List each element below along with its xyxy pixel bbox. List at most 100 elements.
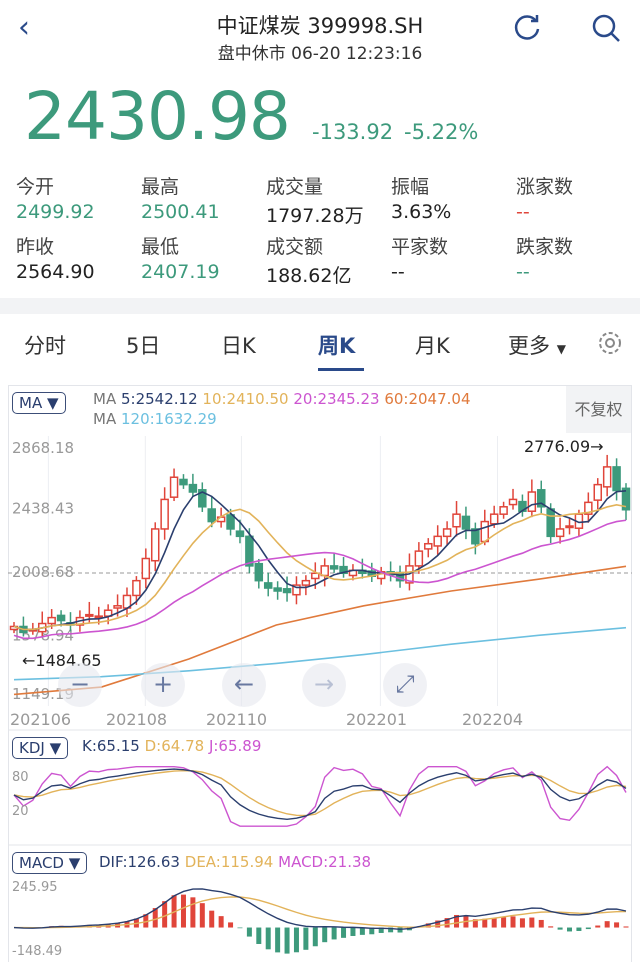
candle-body: [480, 520, 490, 543]
tab-4[interactable]: 月K: [415, 330, 450, 360]
macd-bar: [180, 894, 186, 928]
candle-body: [235, 530, 245, 538]
macd-bar: [595, 925, 601, 928]
x-tick: 202201: [346, 710, 407, 729]
macd-dif-line: [13, 888, 627, 931]
stat-label: 平家数: [391, 236, 449, 258]
candle-body: [461, 515, 471, 530]
ma-selector[interactable]: MA ▼: [12, 392, 66, 414]
fullscreen-button[interactable]: ⤢: [383, 663, 427, 707]
kdj-selector[interactable]: KDJ ▼: [12, 737, 69, 759]
tab-5[interactable]: 更多 ▼: [508, 330, 566, 360]
macd-bar: [331, 927, 337, 940]
stat-label: 跌家数: [516, 236, 574, 258]
y-tick: 2868.18: [12, 439, 74, 457]
tab-label: 月K: [415, 334, 450, 358]
macd-bar: [444, 918, 450, 928]
x-tick: 202108: [106, 710, 167, 729]
market-status: 盘中休市 06-20 12:23:16: [217, 44, 423, 64]
divider: [0, 298, 640, 314]
search-icon[interactable]: [590, 12, 622, 48]
kdj-j: J:65.89: [208, 737, 262, 755]
candle-body: [301, 579, 311, 586]
ma5-value: 5:2542.12: [120, 390, 198, 408]
macd-bar: [604, 921, 610, 928]
macd-bar: [567, 927, 573, 932]
candle-body: [254, 562, 264, 582]
tab-3[interactable]: 周K: [318, 330, 355, 360]
kdj-tick: 20: [12, 804, 29, 819]
macd-bar: [425, 923, 431, 928]
candle-body: [621, 487, 631, 511]
chart-panel: [8, 385, 632, 962]
tab-label: 周K: [318, 334, 356, 358]
macd-bar: [359, 927, 365, 935]
macd-selector-label: MACD: [19, 854, 64, 872]
tab-1[interactable]: 5日: [126, 330, 160, 360]
macd-selector[interactable]: MACD ▼: [12, 852, 88, 874]
pan-left-button[interactable]: ←: [222, 663, 266, 707]
candle-body: [179, 478, 188, 486]
ma-prefix: MA: [93, 390, 117, 408]
page-title: 中证煤炭 399998.SH: [216, 14, 424, 38]
y-tick: 2008.68: [12, 563, 74, 581]
ma-selector-label: MA: [19, 394, 43, 412]
candle-body: [471, 528, 480, 545]
refresh-icon[interactable]: [512, 12, 542, 46]
ma120-line: [13, 626, 627, 681]
stat-value: --: [516, 201, 530, 223]
candle-body: [263, 582, 273, 589]
macd-value: MACD:21.38: [278, 853, 372, 871]
candle-body: [339, 565, 348, 575]
ma5-line: [13, 490, 627, 631]
stat-value: --: [516, 261, 530, 283]
macd-bar: [585, 927, 591, 930]
tab-2[interactable]: 日K: [221, 330, 256, 360]
candle-body: [537, 489, 546, 508]
settings-gear-icon[interactable]: [597, 330, 623, 360]
macd-bar: [293, 927, 299, 953]
current-price: 2430.98: [24, 78, 291, 155]
pan-right-button[interactable]: →: [302, 663, 346, 707]
candle-body: [47, 616, 56, 625]
candle-body: [94, 615, 103, 619]
candle-body: [198, 489, 207, 508]
candle-body: [56, 614, 66, 622]
back-button[interactable]: ‹: [18, 10, 30, 45]
candle-body: [141, 557, 151, 580]
zoom-in-button[interactable]: +: [141, 663, 185, 707]
macd-bar: [538, 919, 544, 928]
candle-body: [282, 588, 292, 594]
candle-body: [424, 542, 433, 550]
ma60-value: 60:2047.04: [384, 390, 471, 408]
macd-bar: [237, 927, 243, 929]
macd-bar: [341, 927, 347, 938]
macd-bar: [454, 914, 460, 928]
candle-body: [555, 528, 565, 538]
macd-bar: [378, 927, 384, 933]
candle-body: [565, 525, 574, 529]
macd-tick: -148.49: [12, 944, 63, 959]
tab-label: 日K: [221, 334, 256, 358]
ma60-line: [13, 565, 627, 696]
zoom-out-button[interactable]: −: [58, 663, 102, 707]
kdj-d: D:64.78: [144, 737, 205, 755]
macd-bar: [548, 926, 554, 928]
stat-value: 2500.41: [141, 201, 220, 223]
macd-bar: [162, 901, 168, 928]
candle-body: [160, 498, 169, 530]
stat-label: 最低: [141, 236, 180, 258]
stat-value: 1797.28万: [266, 205, 364, 227]
price-change-pct: -5.22%: [404, 120, 479, 144]
candle-body: [169, 476, 179, 498]
macd-bar: [557, 927, 563, 930]
macd-bar: [435, 920, 441, 928]
tab-0[interactable]: 分时: [24, 330, 66, 360]
candle-body: [452, 513, 461, 528]
macd-bar: [501, 917, 507, 928]
active-tab-indicator: [318, 368, 364, 371]
stat-value: --: [391, 261, 405, 283]
adjust-button[interactable]: 不复权: [566, 386, 631, 433]
y-tick: 2438.43: [12, 500, 74, 518]
